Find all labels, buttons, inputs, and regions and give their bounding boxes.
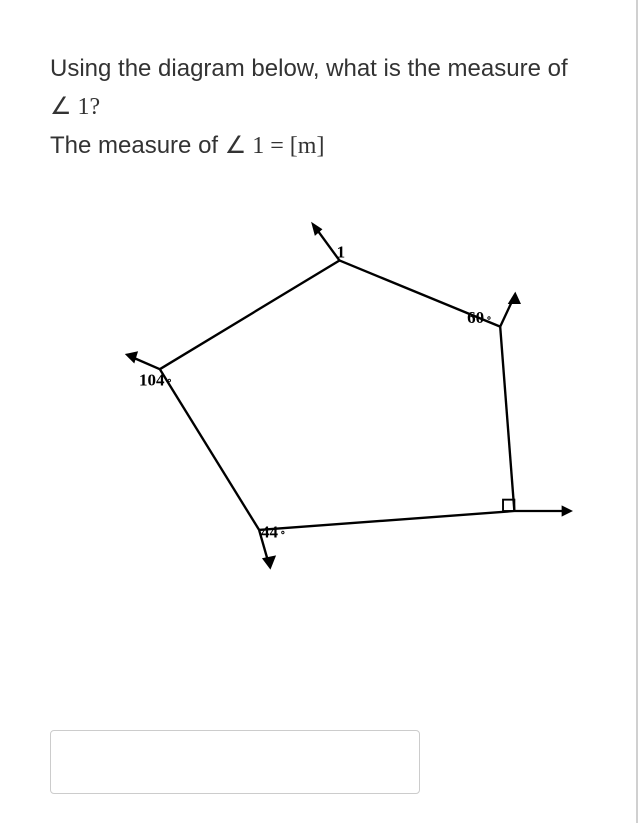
arrow-right-up — [508, 292, 521, 304]
answer-input[interactable] — [50, 730, 420, 794]
diagram-svg: 1 60∘ 104∘ 44∘ — [70, 197, 590, 617]
side-left — [160, 369, 259, 530]
label-angle-1: 1 — [337, 243, 346, 262]
side-left-top — [160, 261, 340, 370]
geometry-diagram: 1 60∘ 104∘ 44∘ — [70, 197, 590, 617]
label-angle-60: 60∘ — [467, 308, 492, 327]
label-angle-104: 104∘ — [139, 370, 172, 389]
side-right — [500, 327, 514, 511]
question-line1: Using the diagram below, what is the mea… — [50, 55, 568, 82]
arrow-left — [125, 351, 138, 363]
side-bottom — [259, 511, 514, 530]
arrow-right-horiz — [562, 505, 573, 516]
question-line2: The measure of — [50, 132, 225, 159]
arrow-bottom — [262, 556, 276, 570]
question-text: Using the diagram below, what is the mea… — [50, 50, 588, 165]
angle-ref-2: ∠ 1 = [m] — [225, 133, 325, 159]
label-angle-44: 44∘ — [261, 523, 286, 542]
angle-ref-1: ∠ 1? — [50, 94, 100, 120]
